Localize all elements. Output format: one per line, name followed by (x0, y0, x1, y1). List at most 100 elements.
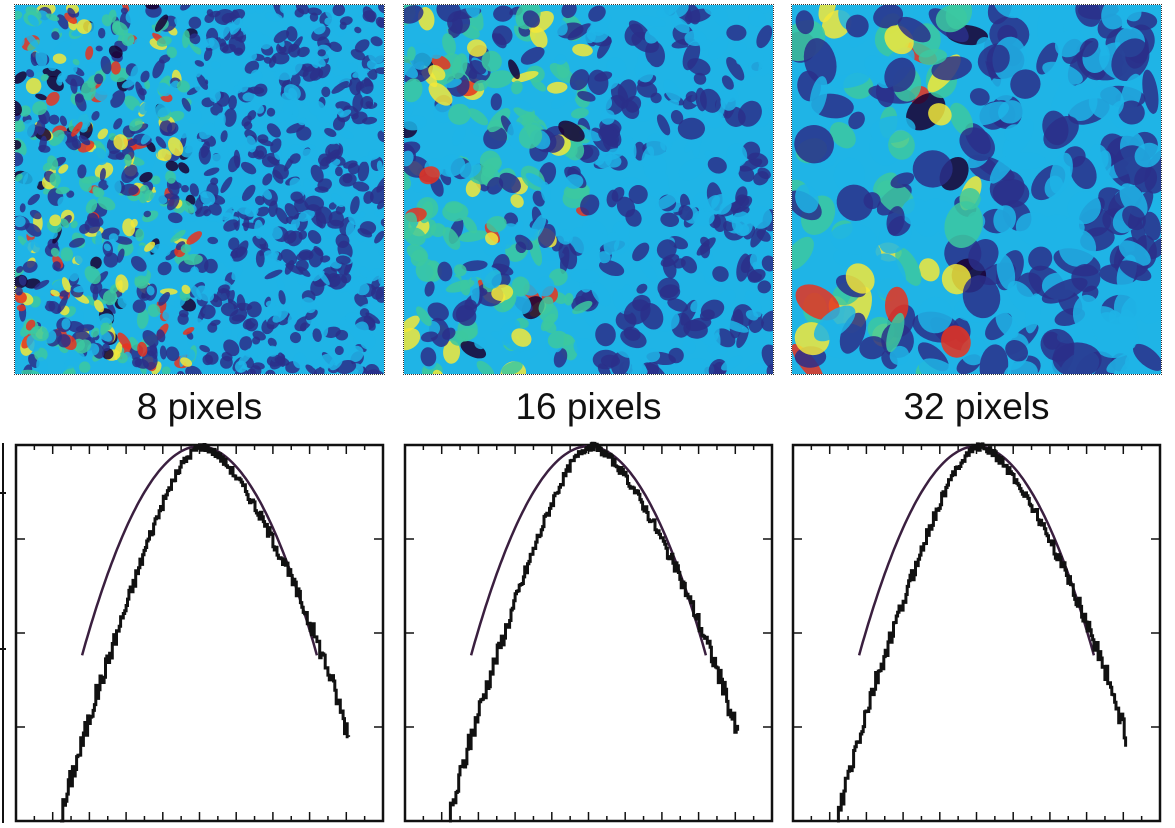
map-feature (214, 240, 230, 258)
map-feature (998, 100, 1024, 124)
map-feature (767, 103, 773, 115)
map-feature (132, 105, 141, 116)
map-feature (185, 365, 203, 374)
map-feature (463, 216, 478, 234)
map-feature (452, 299, 478, 323)
map-feature (374, 230, 384, 244)
map-feature (1002, 152, 1047, 170)
map-feature (203, 167, 220, 177)
histogram-plot-32px (791, 442, 1162, 823)
map-feature (420, 347, 437, 367)
map-feature (757, 280, 772, 294)
map-feature (54, 40, 72, 53)
map-feature (484, 70, 514, 89)
map-feature (177, 313, 189, 325)
map-feature (146, 285, 155, 296)
map-feature (792, 236, 814, 271)
map-feature (758, 5, 772, 14)
map-feature (58, 164, 69, 174)
map-feature (108, 45, 123, 59)
map-feature (368, 149, 381, 159)
map-feature (380, 218, 384, 227)
map-feature (1003, 360, 1038, 374)
map-feature (226, 141, 236, 150)
map-feature (415, 306, 432, 326)
map-feature (329, 354, 343, 371)
map-feature (458, 230, 488, 242)
map-feature (986, 44, 1010, 73)
map-feature (928, 103, 952, 126)
map-feature (678, 158, 705, 181)
map-feature (317, 49, 326, 57)
map-feature (757, 167, 771, 180)
map-feature (49, 129, 65, 146)
map-feature (374, 67, 384, 75)
map-feature (256, 165, 270, 180)
map-feature (452, 126, 466, 146)
map-feature (165, 346, 180, 362)
map-feature (584, 310, 596, 327)
map-feature (50, 247, 60, 257)
map-feature (340, 273, 352, 284)
map-feature (272, 308, 289, 323)
map-feature (794, 125, 834, 164)
map-feature (1043, 115, 1079, 150)
map-feature (623, 326, 641, 341)
map-feature (129, 336, 140, 351)
map-feature (164, 193, 179, 200)
map-feature (500, 237, 513, 249)
map-feature (690, 299, 702, 313)
map-feature (284, 260, 295, 275)
map-feature (886, 312, 905, 353)
map-feature (761, 344, 773, 371)
map-feature (830, 122, 856, 149)
map-feature (34, 234, 47, 248)
map-feature (204, 38, 215, 49)
map-feature (511, 70, 539, 83)
map-feature (682, 338, 696, 355)
map-feature (132, 299, 146, 313)
map-feature (635, 105, 655, 122)
map-feature (656, 114, 671, 136)
map-feature (110, 61, 121, 75)
map-feature (225, 257, 234, 266)
map-feature (272, 164, 289, 180)
map-feature (231, 264, 244, 281)
map-feature (95, 230, 103, 251)
map-feature (339, 16, 353, 26)
map-feature (312, 328, 322, 343)
map-feature (214, 112, 226, 132)
left-edge-fragment (0, 443, 6, 823)
map-feature (158, 292, 170, 306)
map-feature (639, 15, 667, 27)
map-feature (941, 264, 972, 295)
map-feature (511, 328, 532, 347)
map-feature (584, 224, 603, 246)
map-feature (264, 269, 283, 280)
map-feature (748, 152, 769, 168)
map-feature (96, 313, 114, 326)
map-feature (554, 54, 567, 65)
map-feature (1101, 5, 1130, 30)
map-feature (210, 61, 221, 70)
map-feature (731, 211, 753, 237)
map-feature (205, 351, 219, 365)
map-feature (296, 126, 312, 141)
map-feature (724, 106, 746, 127)
map-feature (291, 104, 299, 117)
map-feature (267, 156, 280, 166)
map-feature (761, 310, 773, 332)
map-feature (93, 187, 105, 198)
map-feature (682, 41, 701, 71)
map-feature (359, 266, 370, 278)
map-feature (60, 247, 74, 262)
map-feature (723, 160, 741, 179)
map-feature (273, 5, 284, 19)
map-feature (848, 111, 865, 130)
map-feature (670, 110, 684, 125)
histogram-series (60, 443, 351, 823)
map-feature (181, 97, 191, 112)
map-feature (613, 342, 633, 358)
map-feature (223, 108, 237, 127)
map-feature (245, 318, 259, 332)
